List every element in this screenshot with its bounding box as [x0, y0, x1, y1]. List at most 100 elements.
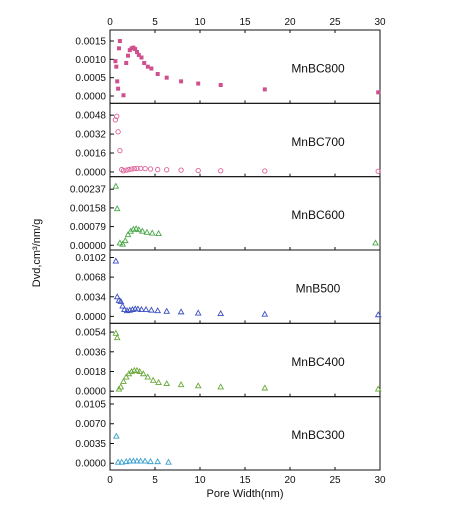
- data-point: [261, 310, 269, 317]
- data-point: [122, 373, 130, 380]
- data-point: [178, 167, 184, 173]
- y-tick-label: 0.0005: [75, 73, 106, 84]
- data-point: [128, 166, 135, 172]
- data-point: [138, 305, 145, 313]
- y-axis-title: Dvd,cm³/nm/g: [31, 219, 43, 287]
- data-point: [119, 302, 126, 309]
- data-point: [177, 308, 185, 315]
- data-point: [134, 305, 142, 312]
- top-x-axis: 0 5 10 15 20 25 30: [107, 17, 386, 33]
- top-x-tick-label: 30: [374, 17, 386, 28]
- data-point: [154, 307, 162, 314]
- data-point: [145, 64, 150, 69]
- panel-label: MnB500: [296, 282, 341, 296]
- data-point: [121, 237, 129, 244]
- panel-mnbc700: 0.0000 0.0016 0.0032 0.0048 MnBC700: [75, 102, 381, 178]
- data-point: [130, 457, 137, 464]
- data-point: [218, 168, 224, 174]
- y-tick-label: 0.0000: [75, 167, 106, 178]
- data-point: [134, 165, 140, 172]
- panels-layer: 0.00000.00050.00100.0015MnBC8000.00000.0…: [70, 29, 382, 471]
- data-point: [114, 113, 120, 119]
- data-point: [126, 166, 132, 173]
- data-point: [131, 165, 137, 172]
- data-point: [112, 432, 120, 439]
- panel-label: MnBC300: [291, 428, 345, 442]
- data-point: [114, 458, 122, 465]
- y-tick-label: 0.0032: [75, 130, 106, 141]
- data-point: [139, 370, 147, 377]
- data-point: [133, 47, 138, 52]
- panel-mnbc800: 0.0000 0.0005 0.0010 0.0015 MnBC800: [75, 29, 381, 104]
- y-tick-label: 0.0016: [75, 149, 106, 160]
- data-point: [112, 257, 120, 264]
- y-tick-label: 0.0054: [75, 328, 106, 339]
- top-x-tick-label: 20: [284, 17, 296, 28]
- data-point: [117, 297, 125, 304]
- y-tick-label: 0.0000: [75, 92, 106, 103]
- data-point: [217, 383, 225, 390]
- data-point: [137, 457, 144, 464]
- y-tick-label: 0.00000: [70, 241, 107, 252]
- data-point: [165, 458, 172, 465]
- data-point: [136, 367, 144, 375]
- data-point: [149, 376, 157, 383]
- bottom-x-tick-label: 0: [107, 475, 113, 486]
- data-point: [126, 53, 130, 58]
- panel-label: MnBC700: [291, 135, 345, 149]
- panel-label: MnBC800: [291, 62, 345, 76]
- data-point: [133, 457, 141, 464]
- top-x-tick-label: 10: [194, 17, 206, 28]
- data-point: [113, 205, 121, 212]
- data-point: [262, 87, 267, 92]
- data-point: [177, 381, 185, 388]
- y-tick-label: 0.0000: [75, 312, 106, 323]
- bottom-x-tick-label: 25: [329, 475, 341, 486]
- data-point: [155, 166, 161, 173]
- data-point: [116, 86, 121, 91]
- data-point: [142, 165, 148, 172]
- y-tick-label: 0.0035: [75, 439, 106, 450]
- data-point: [135, 50, 139, 54]
- data-point: [139, 55, 144, 60]
- data-point: [147, 458, 154, 465]
- data-point: [119, 240, 126, 247]
- data-point: [375, 168, 381, 174]
- data-point: [179, 79, 184, 84]
- data-point: [148, 229, 156, 236]
- data-point: [118, 458, 126, 465]
- data-point: [123, 167, 129, 173]
- panel-mnbc400: 0.0000 0.0018 0.0036 0.0054 MnBC400: [75, 322, 382, 398]
- data-point: [117, 147, 123, 154]
- data-point: [144, 373, 152, 380]
- y-tick-label: 0.0102: [75, 253, 106, 264]
- data-point: [112, 329, 120, 336]
- data-point: [115, 129, 121, 135]
- y-tick-label: 0.0048: [75, 111, 106, 122]
- y-tick-label: 0.0015: [75, 37, 106, 48]
- data-point: [149, 66, 154, 71]
- data-point: [117, 383, 125, 390]
- data-point: [113, 59, 118, 64]
- data-point: [126, 457, 134, 464]
- data-point: [143, 228, 151, 235]
- top-x-tick-label: 25: [329, 17, 341, 28]
- data-point: [164, 167, 170, 173]
- data-point: [117, 39, 122, 43]
- data-point: [120, 168, 127, 174]
- data-point: [372, 239, 379, 246]
- data-point: [117, 46, 121, 51]
- data-point: [120, 377, 127, 384]
- data-point: [194, 309, 202, 316]
- data-point: [122, 458, 130, 465]
- data-point: [121, 93, 126, 98]
- panel-mnbc300: 0.0000 0.0035 0.0070 0.0105 MnBC300: [75, 396, 381, 471]
- data-point: [154, 458, 162, 465]
- panel-label: MnBC400: [291, 355, 345, 369]
- data-point: [261, 384, 269, 391]
- top-x-tick-label: 5: [152, 17, 158, 28]
- data-point: [195, 167, 201, 174]
- y-tick-label: 0.0036: [75, 347, 106, 358]
- bottom-x-tick-label: 20: [284, 475, 296, 486]
- data-point: [217, 309, 225, 317]
